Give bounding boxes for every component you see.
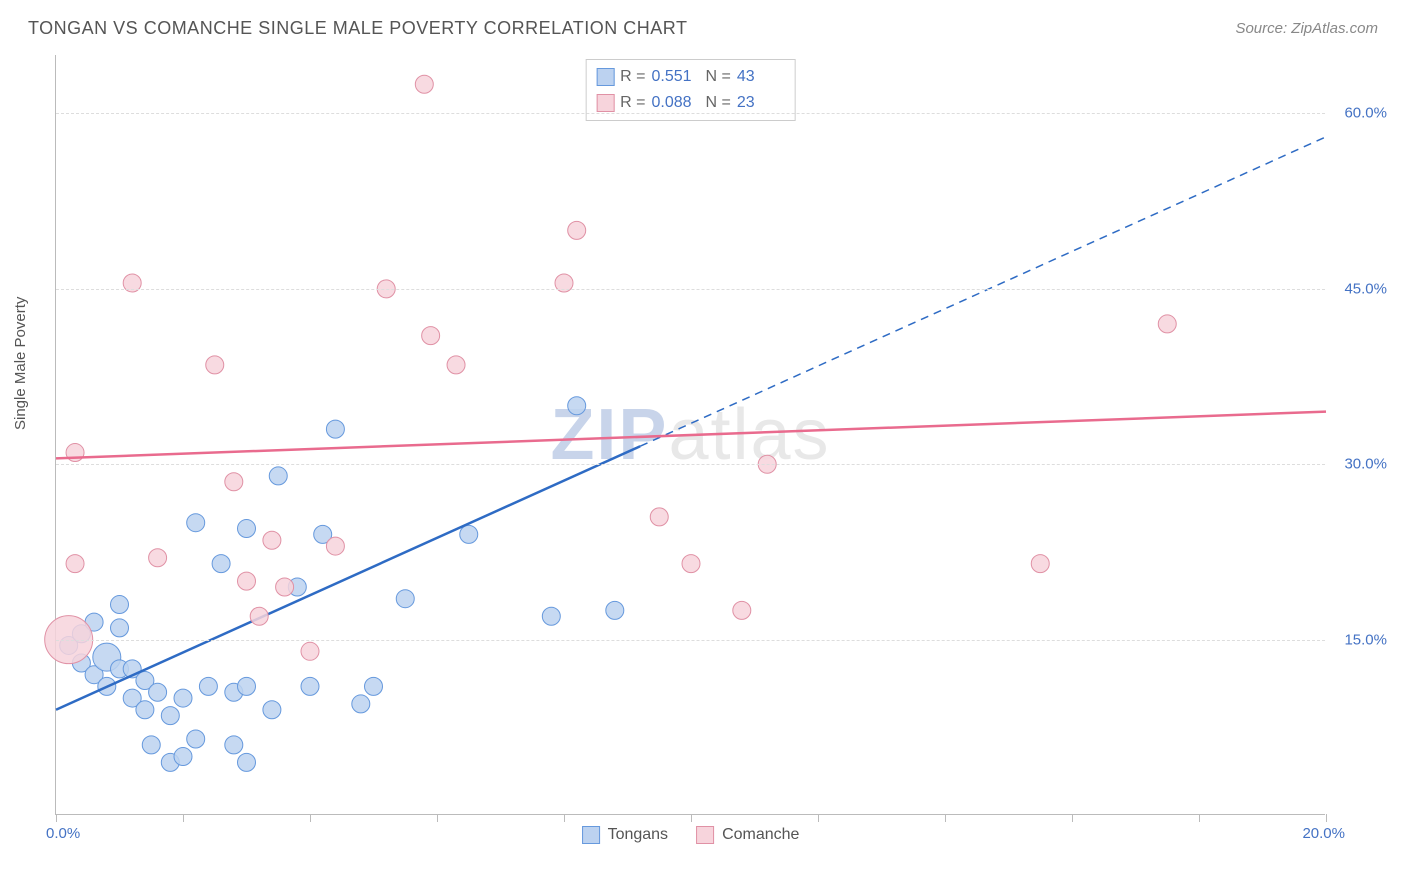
scatter-point (460, 525, 478, 543)
y-tick-label: 60.0% (1344, 105, 1387, 122)
stat-n-value: 23 (737, 90, 785, 116)
scatter-point (187, 514, 205, 532)
scatter-point (238, 572, 256, 590)
x-tick (183, 814, 184, 822)
y-tick-label: 45.0% (1344, 280, 1387, 297)
source-attribution: Source: ZipAtlas.com (1235, 20, 1378, 37)
plot-area: ZIPatlas R =0.551N =43R =0.088N =23 0.0%… (55, 55, 1325, 815)
x-tick (1199, 814, 1200, 822)
scatter-point (225, 736, 243, 754)
scatter-point (606, 601, 624, 619)
scatter-point (733, 601, 751, 619)
series-swatch (596, 68, 614, 86)
scatter-point (415, 75, 433, 93)
scatter-point (447, 356, 465, 374)
stat-r-value: 0.088 (652, 90, 700, 116)
x-tick (818, 814, 819, 822)
stat-n-value: 43 (737, 64, 785, 90)
trend-line (56, 446, 640, 710)
scatter-point (352, 695, 370, 713)
scatter-point (149, 549, 167, 567)
scatter-point (396, 590, 414, 608)
scatter-point (326, 537, 344, 555)
stat-row: R = 0.088N =23 (596, 90, 785, 116)
scatter-point (206, 356, 224, 374)
x-axis-min-label: 0.0% (46, 825, 80, 842)
scatter-point (111, 619, 129, 637)
scatter-point (161, 707, 179, 725)
legend-item: Comanche (696, 826, 799, 844)
chart-title: TONGAN VS COMANCHE SINGLE MALE POVERTY C… (28, 18, 687, 39)
scatter-point (542, 607, 560, 625)
y-tick-label: 30.0% (1344, 456, 1387, 473)
x-tick (437, 814, 438, 822)
scatter-point (269, 467, 287, 485)
x-tick (945, 814, 946, 822)
stat-row: R = 0.551N =43 (596, 64, 785, 90)
scatter-point (263, 531, 281, 549)
gridline (56, 113, 1325, 114)
legend: Tongans Comanche (582, 826, 800, 844)
scatter-point (238, 753, 256, 771)
chart-svg (56, 55, 1325, 814)
scatter-point (187, 730, 205, 748)
scatter-point (1158, 315, 1176, 333)
scatter-point (149, 683, 167, 701)
scatter-point (263, 701, 281, 719)
legend-label: Tongans (608, 826, 669, 844)
scatter-point (276, 578, 294, 596)
x-tick (1326, 814, 1327, 822)
trend-line (56, 412, 1326, 459)
legend-swatch (582, 826, 600, 844)
scatter-point (682, 555, 700, 573)
gridline (56, 640, 1325, 641)
scatter-point (238, 520, 256, 538)
legend-swatch (696, 826, 714, 844)
trend-line-extrapolated (640, 137, 1326, 446)
x-tick (1072, 814, 1073, 822)
scatter-point (568, 221, 586, 239)
scatter-point (174, 689, 192, 707)
series-swatch (596, 94, 614, 112)
scatter-point (326, 420, 344, 438)
x-axis-max-label: 20.0% (1302, 825, 1345, 842)
scatter-point (301, 642, 319, 660)
x-tick (691, 814, 692, 822)
scatter-point (568, 397, 586, 415)
scatter-point (422, 327, 440, 345)
gridline (56, 464, 1325, 465)
scatter-point (301, 677, 319, 695)
y-tick-label: 15.0% (1344, 631, 1387, 648)
stat-n-label: N = (706, 64, 731, 90)
y-axis-label: Single Male Poverty (12, 297, 29, 430)
scatter-point (1031, 555, 1049, 573)
scatter-point (250, 607, 268, 625)
x-tick (56, 814, 57, 822)
scatter-point (199, 677, 217, 695)
scatter-point (111, 596, 129, 614)
scatter-point (238, 677, 256, 695)
scatter-point (650, 508, 668, 526)
stat-r-label: R = (620, 90, 645, 116)
x-tick (564, 814, 565, 822)
scatter-point (136, 701, 154, 719)
legend-item: Tongans (582, 826, 669, 844)
scatter-point (142, 736, 160, 754)
gridline (56, 289, 1325, 290)
scatter-point (225, 473, 243, 491)
legend-label: Comanche (722, 826, 799, 844)
x-tick (310, 814, 311, 822)
scatter-point (174, 748, 192, 766)
stat-r-value: 0.551 (652, 64, 700, 90)
correlation-stats-box: R = 0.551N =43 R = 0.088N =23 (585, 59, 796, 121)
scatter-point (365, 677, 383, 695)
stat-r-label: R = (620, 64, 645, 90)
scatter-point (66, 555, 84, 573)
stat-n-label: N = (706, 90, 731, 116)
scatter-point (212, 555, 230, 573)
